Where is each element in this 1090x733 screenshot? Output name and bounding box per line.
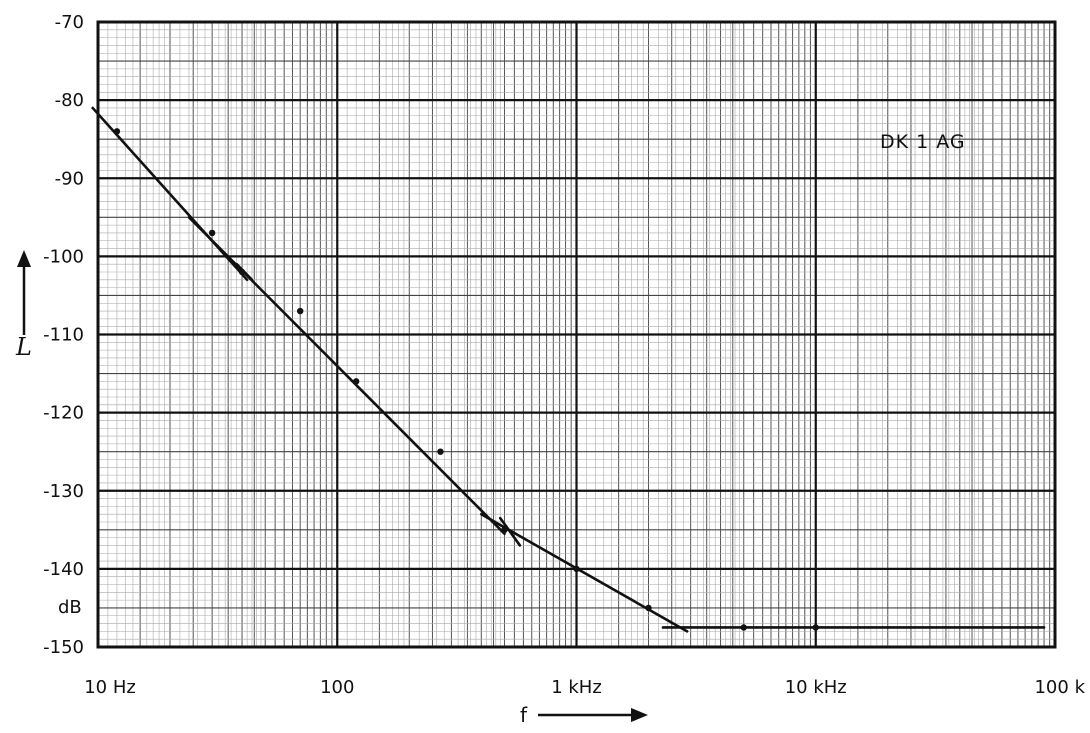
fit-line-segment xyxy=(479,512,689,633)
y-axis-title: L xyxy=(15,333,32,361)
measured-points xyxy=(113,128,819,631)
x-axis-arrow-head xyxy=(631,708,648,722)
y-tick-label: -70 xyxy=(55,12,84,33)
x-axis-title-group: f xyxy=(520,703,648,727)
y-tick-label: -110 xyxy=(43,325,84,346)
y-axis-title-group: L xyxy=(15,250,32,361)
y-tick-label: -90 xyxy=(55,168,84,189)
x-tick-label: 1 kHz xyxy=(551,677,602,698)
y-tick-label: -150 xyxy=(43,637,84,658)
data-point xyxy=(501,526,508,534)
fit-line-segment xyxy=(498,516,522,547)
chart-annotation: DK 1 AG xyxy=(880,131,966,153)
y-tick-label: -130 xyxy=(43,481,84,502)
y-axis-arrow-head xyxy=(17,250,31,267)
x-tick-label: 10 kHz xyxy=(785,677,847,698)
data-point xyxy=(812,624,819,631)
y-tick-label: -120 xyxy=(43,403,84,424)
data-point xyxy=(437,448,444,455)
data-point xyxy=(296,307,304,315)
data-point xyxy=(740,624,747,631)
y-tick-labels: -70 -80 -90 -100 -110 -120 -130 -140 -150 xyxy=(43,12,84,658)
data-point xyxy=(113,128,121,135)
data-point xyxy=(645,604,652,612)
x-tick-label: 100 xyxy=(320,677,354,698)
y-tick-label: -80 xyxy=(55,90,84,111)
y-tick-label: -140 xyxy=(43,559,84,580)
data-point xyxy=(352,378,360,385)
x-tick-label: 10 Hz xyxy=(84,677,136,698)
x-tick-labels: 10 Hz 100 1 kHz 10 kHz 100 k xyxy=(84,677,1085,698)
data-point xyxy=(208,229,216,237)
fit-lines xyxy=(91,106,1046,633)
y-unit-label: dB xyxy=(58,597,82,618)
plot-frame xyxy=(96,20,1057,649)
data-point xyxy=(573,565,580,573)
x-axis-title: f xyxy=(520,703,528,727)
data-point xyxy=(238,268,246,276)
x-tick-label: 100 k xyxy=(1034,677,1085,698)
y-tick-label: -100 xyxy=(43,246,84,267)
